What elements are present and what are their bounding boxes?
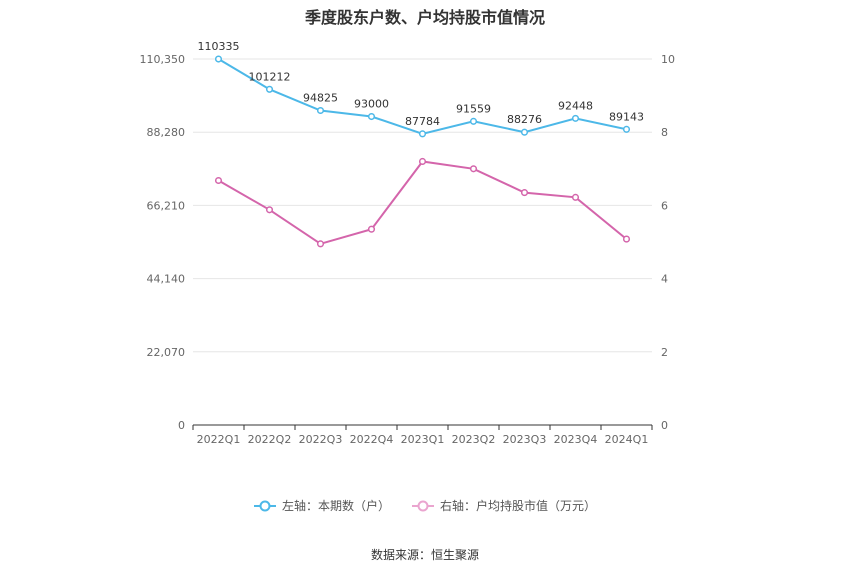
- legend-item-right-series[interactable]: 右轴：户均持股市值（万元）: [412, 497, 596, 514]
- legend-item-left-series[interactable]: 左轴：本期数（户）: [253, 497, 390, 514]
- x-axis-tick-label: 2024Q1: [605, 433, 649, 446]
- left-axis-tick-label: 44,140: [147, 273, 186, 286]
- data-point-right: [418, 157, 427, 166]
- data-point-right: [520, 189, 529, 197]
- right-axis-tick-label: 2: [661, 346, 668, 359]
- data-label: 91559: [456, 102, 491, 115]
- data-point-right: [367, 225, 376, 233]
- data-source: 数据来源：恒生聚源: [370, 548, 479, 562]
- data-point-right: [571, 193, 580, 201]
- data-label: 110335: [198, 40, 240, 53]
- right-axis-tick-label: 8: [661, 126, 668, 139]
- data-label: 93000: [354, 98, 389, 111]
- axes: 0 22,070 44,140 66,210 88,280 110,350 0 2 4 6 8 10 2…: [140, 53, 676, 446]
- data-point-left: [367, 112, 376, 121]
- data-point-right: [469, 165, 478, 173]
- x-axis-tick-label: 2023Q4: [554, 433, 598, 446]
- data-point-left: [265, 85, 274, 93]
- data-point-left: [418, 130, 427, 138]
- data-point-left: [571, 114, 580, 122]
- legend-left-series-label: 左轴：本期数（户）: [281, 499, 390, 513]
- right-axis-tick-label: 6: [661, 199, 668, 212]
- data-point-left: [622, 125, 631, 133]
- data-point-left: [520, 128, 529, 136]
- left-axis-tick-label: 66,210: [147, 199, 186, 212]
- x-axis-tick-label: 2023Q3: [503, 433, 547, 446]
- legend: 左轴：本期数（户） 右轴：户均持股市值（万元）: [0, 497, 850, 514]
- data-point-left: [214, 55, 223, 63]
- legend-right-series-label: 右轴：户均持股市值（万元）: [440, 499, 597, 513]
- data-labels: 110335 101212 94825 93000 87784 91559 88276 924…: [198, 40, 645, 128]
- data-point-right: [265, 206, 274, 214]
- data-label: 94825: [303, 91, 338, 104]
- data-label: 88276: [507, 113, 542, 126]
- data-point-right: [316, 240, 325, 248]
- x-axis-tick-label: 2023Q2: [452, 433, 496, 446]
- x-axis-tick-label: 2022Q3: [299, 433, 343, 446]
- data-point-left: [316, 106, 325, 115]
- legend-right-series-icon: [412, 500, 434, 511]
- left-axis-tick-label: 0: [178, 419, 185, 432]
- series-line-right: [218, 160, 628, 245]
- x-axis-tick-label: 2022Q1: [197, 433, 241, 446]
- series-layer: [214, 55, 631, 248]
- x-axis-tick-label: 2022Q2: [248, 433, 292, 446]
- right-axis-tick-label: 4: [661, 273, 668, 286]
- legend-left-series-icon: [253, 500, 276, 511]
- x-axis-tick-label: 2023Q1: [401, 433, 445, 446]
- data-label: 92448: [558, 99, 593, 112]
- left-axis-tick-label: 22,070: [147, 346, 186, 359]
- chart-title: 季度股东户数、户均持股市值情况: [304, 8, 545, 27]
- right-axis-tick-label: 10: [661, 53, 675, 66]
- x-axis-tick-label: 2022Q4: [350, 433, 394, 446]
- data-point-left: [469, 117, 478, 125]
- left-axis-tick-label: 88,280: [147, 126, 186, 139]
- left-axis-tick-label: 110,350: [140, 53, 186, 66]
- data-point-right: [622, 235, 631, 243]
- data-label: 89143: [609, 110, 644, 123]
- data-label: 101212: [249, 70, 291, 83]
- data-point-right: [214, 176, 223, 185]
- right-axis-tick-label: 0: [661, 419, 668, 432]
- data-label: 87784: [405, 115, 440, 128]
